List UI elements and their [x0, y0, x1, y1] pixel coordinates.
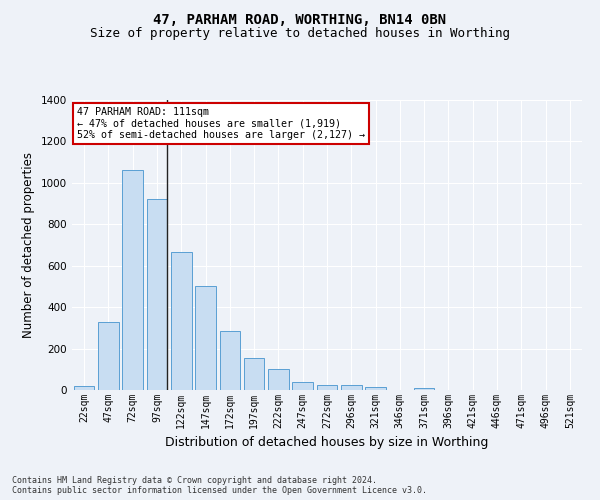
Bar	[220, 331, 240, 390]
Text: 47 PARHAM ROAD: 111sqm
← 47% of detached houses are smaller (1,919)
52% of semi-: 47 PARHAM ROAD: 111sqm ← 47% of detached…	[77, 108, 365, 140]
Bar	[365, 387, 386, 390]
Text: Contains HM Land Registry data © Crown copyright and database right 2024.
Contai: Contains HM Land Registry data © Crown c…	[12, 476, 427, 495]
Text: 47, PARHAM ROAD, WORTHING, BN14 0BN: 47, PARHAM ROAD, WORTHING, BN14 0BN	[154, 12, 446, 26]
Bar	[317, 386, 337, 390]
Bar	[98, 322, 119, 390]
Bar	[414, 388, 434, 390]
Bar	[195, 286, 216, 390]
Y-axis label: Number of detached properties: Number of detached properties	[22, 152, 35, 338]
X-axis label: Distribution of detached houses by size in Worthing: Distribution of detached houses by size …	[166, 436, 488, 450]
Bar	[171, 252, 191, 390]
Bar	[146, 200, 167, 390]
Bar	[292, 382, 313, 390]
Bar	[268, 370, 289, 390]
Bar	[122, 170, 143, 390]
Bar	[341, 386, 362, 390]
Text: Size of property relative to detached houses in Worthing: Size of property relative to detached ho…	[90, 28, 510, 40]
Bar	[244, 358, 265, 390]
Bar	[74, 386, 94, 390]
